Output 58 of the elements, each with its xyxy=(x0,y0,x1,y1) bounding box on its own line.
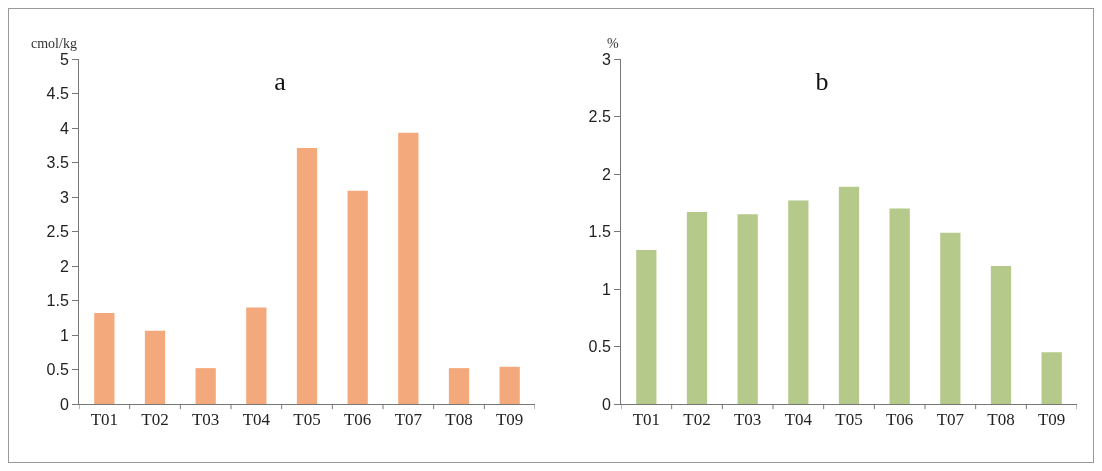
y-tick-label: 4 xyxy=(59,119,69,137)
x-tick-label: T03 xyxy=(191,410,220,430)
bar xyxy=(636,249,657,404)
bar xyxy=(347,190,368,404)
x-tick-label: T02 xyxy=(141,410,169,430)
y-tick-label: 3.5 xyxy=(46,154,69,172)
bar xyxy=(737,214,758,404)
y-tick-label: 3 xyxy=(601,50,611,68)
bar xyxy=(1041,352,1062,404)
x-tick-label: T07 xyxy=(936,410,965,430)
bar xyxy=(889,208,910,404)
y-tick-label: 0 xyxy=(59,395,69,413)
bar xyxy=(246,307,267,404)
bar xyxy=(195,368,216,404)
y-tick-label: 5 xyxy=(59,50,69,68)
y-tick-label: 1 xyxy=(601,280,611,298)
bar xyxy=(448,368,470,404)
x-tick-label: T09 xyxy=(495,410,524,430)
x-tick-label: T05 xyxy=(835,410,863,430)
y-tick-label: 2.5 xyxy=(588,108,611,126)
y-tick-label: 1 xyxy=(59,326,69,344)
bar xyxy=(296,148,318,404)
x-tick-label: T04 xyxy=(784,410,813,430)
x-tick-label: T06 xyxy=(885,410,914,430)
y-tick-label: 1.5 xyxy=(46,292,69,310)
x-tick-label: T05 xyxy=(293,410,321,430)
bar xyxy=(990,266,1012,404)
x-tick-label: T02 xyxy=(683,410,711,430)
y-tick-label: 0 xyxy=(601,395,611,413)
y-tick-label: 0.5 xyxy=(588,338,611,356)
bar xyxy=(499,366,520,404)
y-axis-title: cmol/kg xyxy=(31,36,77,51)
y-tick-label: 3 xyxy=(59,188,69,206)
y-tick-label: 0.5 xyxy=(46,361,69,379)
bar xyxy=(686,211,708,404)
y-axis-title: % xyxy=(607,36,619,51)
x-tick-label: T04 xyxy=(242,410,271,430)
x-tick-label: T03 xyxy=(733,410,762,430)
bar xyxy=(94,312,115,404)
x-tick-label: T01 xyxy=(632,410,661,430)
y-tick-label: 2 xyxy=(59,257,69,275)
x-tick-label: T01 xyxy=(90,410,119,430)
y-tick-label: 2 xyxy=(601,165,611,183)
y-tick-label: 2.5 xyxy=(46,223,69,241)
y-tick-label: 1.5 xyxy=(588,223,611,241)
chart-title: a xyxy=(274,67,287,97)
x-tick-label: T07 xyxy=(394,410,423,430)
x-tick-label: T08 xyxy=(445,410,473,430)
bar xyxy=(788,200,809,404)
x-tick-label: T09 xyxy=(1037,410,1066,430)
x-tick-label: T06 xyxy=(343,410,372,430)
bar xyxy=(144,330,166,404)
bar xyxy=(398,132,419,404)
y-tick-label: 4.5 xyxy=(46,85,69,103)
bar xyxy=(838,186,860,404)
chart-title: b xyxy=(815,67,829,97)
x-tick-label: T08 xyxy=(987,410,1015,430)
bar xyxy=(940,232,961,404)
